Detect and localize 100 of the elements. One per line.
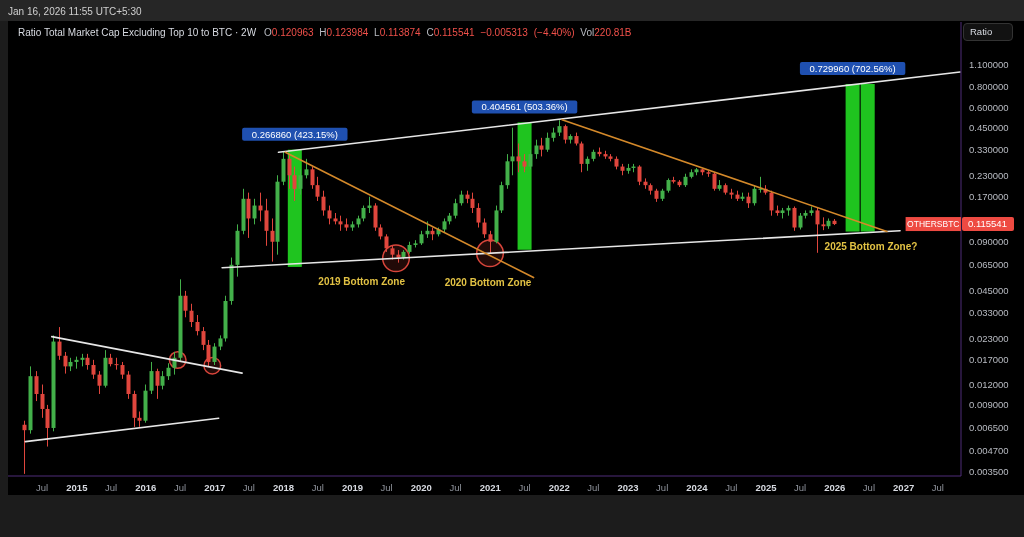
y-tick-label: 0.009000 xyxy=(969,399,1009,411)
candlestick xyxy=(579,141,584,173)
candlestick xyxy=(769,190,774,217)
candlestick xyxy=(510,127,515,176)
data-label: 0.266860 (423.15%) xyxy=(251,128,338,140)
candlestick xyxy=(149,361,154,395)
x-tick-label: 2027 xyxy=(893,481,915,493)
y-tick-label: 1.100000 xyxy=(969,58,1009,70)
x-tick-label: Jul xyxy=(36,481,49,493)
candlestick xyxy=(528,149,533,170)
y-tick-label: 0.023000 xyxy=(969,332,1009,344)
x-tick-label: Jul xyxy=(518,481,531,493)
candlestick xyxy=(252,198,257,225)
y-tick-label: 0.330000 xyxy=(969,144,1009,155)
candlestick xyxy=(522,153,527,173)
y-tick-label: 0.006500 xyxy=(969,422,1009,434)
x-tick-label: 2015 xyxy=(66,481,89,493)
candlestick xyxy=(126,370,131,400)
text: Ratio Total Market Cap Excluding Top 10 to BTC · 2W xyxy=(18,27,257,38)
x-tick-label: Jul xyxy=(862,481,876,493)
x-tick-label: Jul xyxy=(242,481,255,493)
x-tick-label: Jul xyxy=(173,481,187,493)
candlestick xyxy=(539,137,544,157)
x-tick-label: 2023 xyxy=(617,481,639,493)
candlestick xyxy=(22,420,27,475)
candlestick xyxy=(114,357,119,371)
text: Jan 16, 2026 11:55 UTC+5:30 xyxy=(8,6,142,17)
candlestick xyxy=(40,384,45,419)
y-axis-title: Ratio xyxy=(970,26,993,37)
annotation: 2019 Bottom Zone xyxy=(318,275,406,287)
candlestick xyxy=(815,207,820,254)
candlestick xyxy=(63,351,68,375)
text: 0.115541 xyxy=(968,218,1007,230)
x-tick-label: 2021 xyxy=(479,481,502,493)
y-tick-label: 0.033000 xyxy=(969,307,1009,319)
y-tick-label: 0.004700 xyxy=(969,445,1009,457)
candlestick xyxy=(327,205,332,225)
candlestick xyxy=(189,303,194,328)
x-tick-label: Jul xyxy=(587,481,600,493)
candlestick xyxy=(97,370,102,395)
candlestick xyxy=(712,171,717,192)
candlestick xyxy=(470,192,475,214)
x-tick-label: Jul xyxy=(104,481,118,493)
candlestick xyxy=(45,404,50,448)
candlestick xyxy=(160,370,165,390)
candlestick xyxy=(315,176,320,202)
y-tick-label: 0.003500 xyxy=(969,466,1009,478)
annotation: 2020 Bottom Zone xyxy=(444,276,532,288)
candlestick xyxy=(264,198,269,247)
x-tick-label: Jul xyxy=(794,481,807,493)
annotation: OTHERSBTC xyxy=(907,219,960,230)
y-tick-label: 0.045000 xyxy=(969,285,1009,297)
candlestick xyxy=(321,190,326,217)
x-tick-label: 2018 xyxy=(273,481,295,493)
candlestick xyxy=(281,151,286,186)
data-label: 0.404561 (503.36%) xyxy=(481,101,568,113)
y-tick-label: 0.012000 xyxy=(969,378,1009,390)
x-tick-label: 2016 xyxy=(135,481,157,493)
candlestick xyxy=(476,202,481,229)
candlestick xyxy=(752,184,757,207)
x-tick-label: Jul xyxy=(311,481,324,493)
candlestick xyxy=(792,206,797,232)
x-tick-label: 2017 xyxy=(204,481,226,493)
candlestick xyxy=(373,202,378,232)
candlestick xyxy=(545,132,550,153)
candlestick xyxy=(206,339,211,367)
y-tick-label: 0.065000 xyxy=(969,259,1009,271)
y-tick-label: 0.090000 xyxy=(969,236,1009,248)
candlestick xyxy=(563,124,568,145)
candlestick xyxy=(637,164,642,186)
y-tick-label: 0.450000 xyxy=(969,122,1009,134)
candlestick xyxy=(91,359,96,380)
candlestick xyxy=(505,153,510,190)
candlestick xyxy=(310,166,315,190)
x-tick-label: 2020 xyxy=(410,481,432,493)
x-tick-label: 2025 xyxy=(755,481,778,493)
x-tick-label: Jul xyxy=(380,481,393,493)
text: O0.120963 H0.123984 L0.113874 C0.115541 −0.005313 (−4.40%) Vol220.81B xyxy=(264,27,632,38)
x-tick-label: Jul xyxy=(725,481,738,493)
x-tick-label: Jul xyxy=(931,481,944,493)
candlestick xyxy=(453,198,458,219)
candlestick xyxy=(183,290,188,318)
x-tick-label: 2019 xyxy=(341,481,364,493)
candlestick xyxy=(482,217,487,239)
candlestick xyxy=(132,390,137,428)
candlestick xyxy=(534,139,539,160)
candlestick xyxy=(488,230,493,255)
candlestick xyxy=(270,217,275,263)
annotation: 2025 Bottom Zone? xyxy=(824,240,918,252)
y-tick-label: 0.170000 xyxy=(969,191,1009,202)
y-tick-label: 0.230000 xyxy=(969,169,1009,181)
candlestick xyxy=(34,370,39,402)
y-tick-label: 0.600000 xyxy=(969,101,1009,113)
candlestick xyxy=(155,368,160,400)
x-tick-label: 2024 xyxy=(686,481,709,493)
candlestick xyxy=(201,326,206,351)
candlestick xyxy=(298,168,303,196)
candlestick xyxy=(292,166,297,202)
candlestick xyxy=(304,158,309,179)
candlestick xyxy=(516,143,521,173)
